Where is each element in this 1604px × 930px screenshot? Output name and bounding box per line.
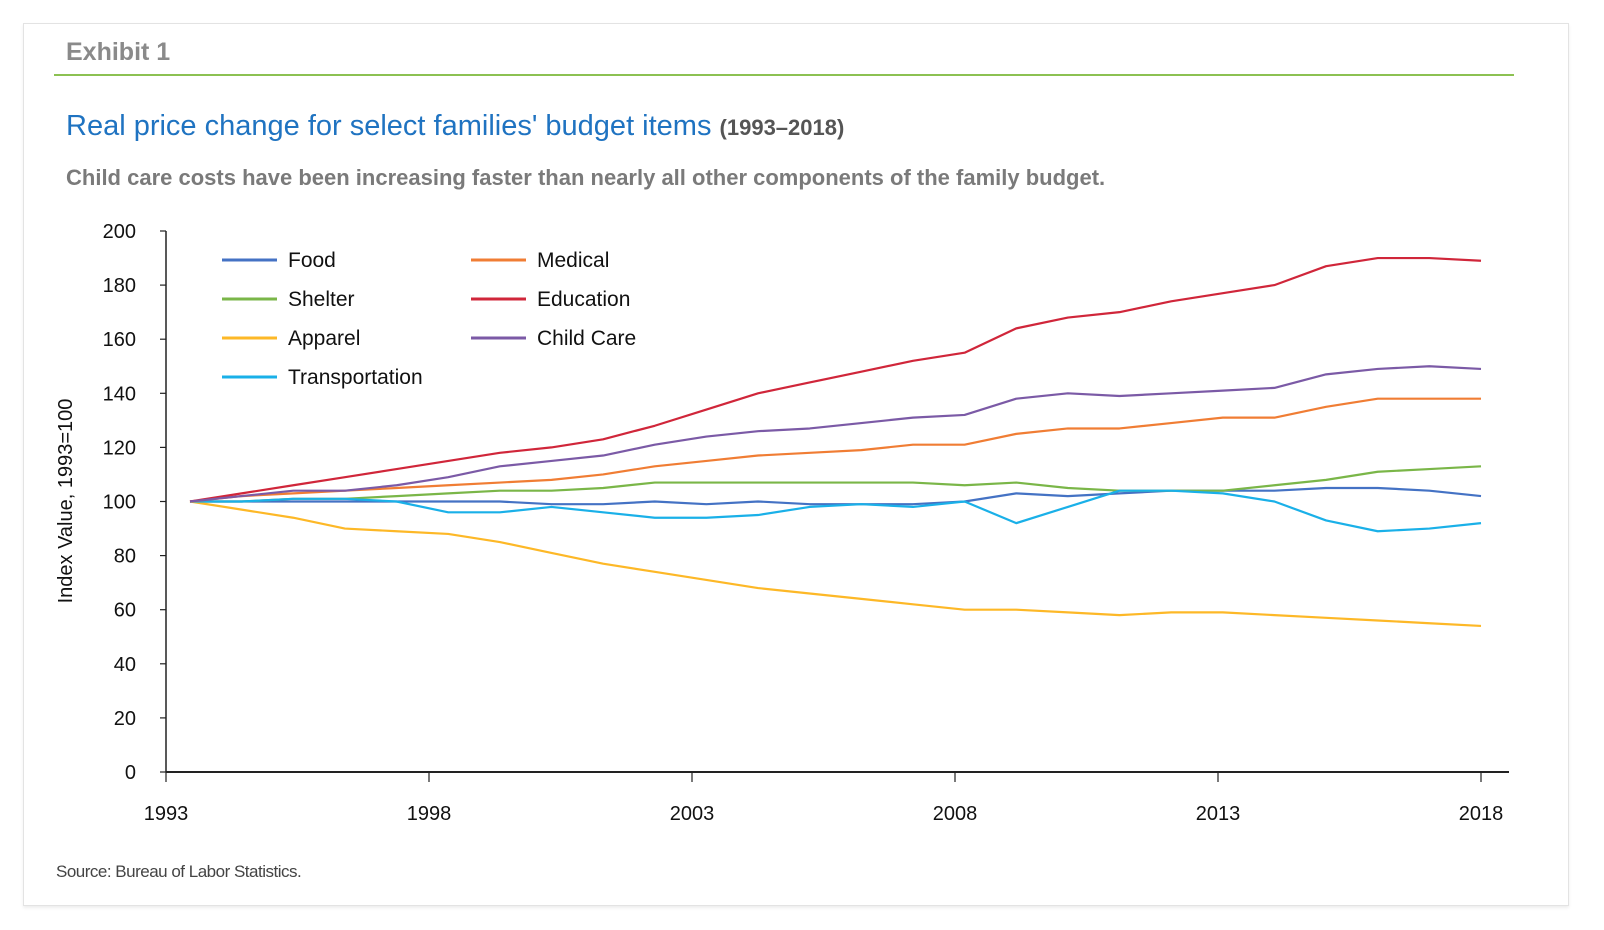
- series-line-transportation: [190, 489, 1482, 533]
- y-tick-label: 20: [114, 708, 136, 730]
- chart-title-text: Real price change for select families' b…: [66, 110, 712, 142]
- chart-title: Real price change for select families' b…: [66, 110, 844, 143]
- y-tick-label: 200: [103, 221, 136, 243]
- y-tick-label: 40: [114, 654, 136, 676]
- chart-title-years: (1993–2018): [719, 115, 845, 140]
- y-tick-label: 60: [114, 600, 136, 622]
- header-divider: [54, 74, 1514, 76]
- series-line-child-care: [189, 365, 1482, 503]
- series-line-apparel: [189, 500, 1482, 628]
- x-tick-label: 2018: [1459, 803, 1504, 825]
- x-tick-label: 2013: [1196, 803, 1241, 825]
- x-tick-label: 2008: [933, 803, 978, 825]
- y-tick-label: 120: [103, 437, 136, 459]
- series-line-shelter: [190, 465, 1482, 503]
- legend-label-education: Education: [537, 288, 630, 311]
- y-tick-label: 140: [103, 383, 136, 405]
- legend-label-medical: Medical: [537, 249, 609, 272]
- y-axis-label: Index Value, 1993=100: [55, 399, 77, 604]
- y-tick-label: 0: [125, 762, 136, 784]
- x-tick-label: 2003: [670, 803, 715, 825]
- y-tick-label: 80: [114, 546, 136, 568]
- series-line-food: [190, 486, 1482, 506]
- axes: 0 20 40 60 80 100 120 140 160 180 200 1993 1998 2003 2…: [103, 221, 1509, 825]
- y-tick-label: 160: [103, 329, 136, 351]
- y-tick-label: 100: [103, 492, 136, 514]
- source-note: Source: Bureau of Labor Statistics.: [56, 862, 302, 881]
- legend-label-transportation: Transportation: [288, 366, 423, 389]
- exhibit-frame: [23, 23, 1569, 906]
- legend-label-food: Food: [288, 249, 336, 272]
- series-line-education: [189, 256, 1482, 503]
- legend-label-apparel: Apparel: [288, 327, 360, 350]
- legend-label-shelter: Shelter: [288, 288, 355, 311]
- exhibit-label: Exhibit 1: [66, 38, 171, 66]
- x-tick-label: 1998: [407, 803, 452, 825]
- y-tick-label: 180: [103, 275, 136, 297]
- x-tick-label: 1993: [144, 803, 189, 825]
- legend: Food Shelter Apparel Transportation Medical E…: [222, 249, 636, 389]
- series-line-medical: [189, 397, 1481, 503]
- series-lines: [189, 256, 1482, 628]
- chart-subtitle: Child care costs have been increasing fa…: [66, 165, 1106, 190]
- legend-label-child-care: Child Care: [537, 327, 636, 350]
